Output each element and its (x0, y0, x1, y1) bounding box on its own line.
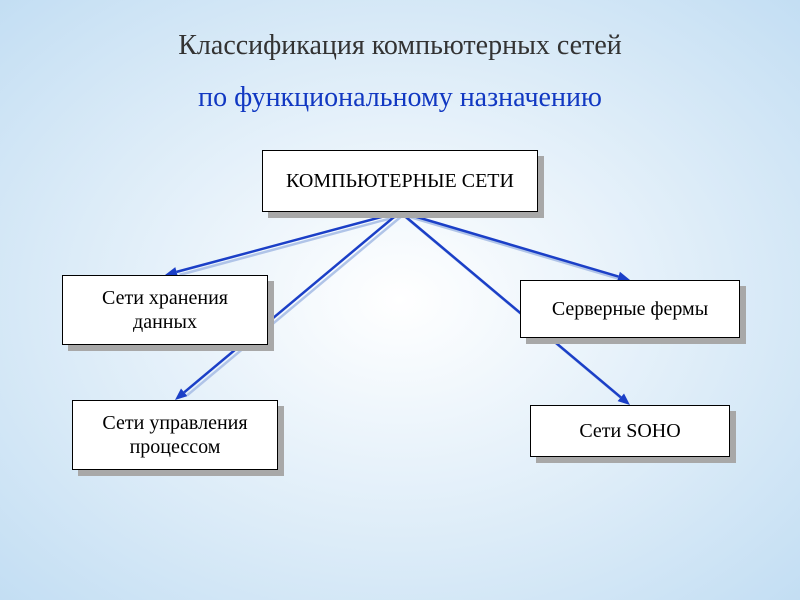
node-soho: Сети SOHO (530, 405, 730, 457)
page-subtitle: по функциональному назначению (0, 82, 800, 114)
node-serverfarm-label: Серверные фермы (552, 297, 708, 321)
node-storage: Сети храненияданных (62, 275, 268, 345)
page-title: Классификация компьютерных сетей (0, 30, 800, 62)
node-storage-label: Сети храненияданных (102, 286, 228, 334)
node-serverfarm: Серверные фермы (520, 280, 740, 338)
node-soho-label: Сети SOHO (579, 419, 680, 443)
node-root-label: КОМПЬЮТЕРНЫЕ СЕТИ (286, 169, 514, 193)
node-root: КОМПЬЮТЕРНЫЕ СЕТИ (262, 150, 538, 212)
node-process-label: Сети управленияпроцессом (102, 411, 247, 459)
node-process: Сети управленияпроцессом (72, 400, 278, 470)
